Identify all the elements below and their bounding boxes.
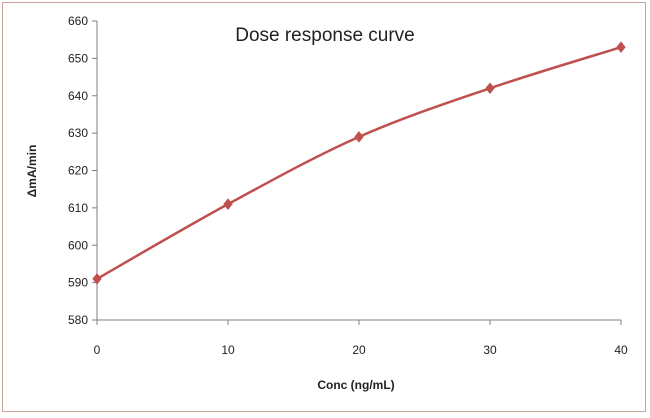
series-line [96, 45, 622, 280]
y-tick-label-650: 650 [68, 51, 88, 65]
x-axis-title: Conc (ng/mL) [317, 378, 394, 392]
y-tick-label-600: 600 [68, 238, 88, 252]
y-tick-label-630: 630 [68, 126, 88, 140]
x-tick-label-40: 40 [614, 343, 628, 357]
chart-title: Dose response curve [235, 25, 415, 46]
data-point-40 [616, 41, 626, 54]
data-point-0 [92, 272, 102, 285]
x-tick-label-20: 20 [352, 343, 366, 357]
data-point-20 [354, 130, 364, 143]
x-axis: 0 10 20 30 40 [94, 319, 628, 357]
y-tick-label-660: 660 [68, 14, 88, 28]
data-point-30 [485, 82, 495, 95]
y-tick-label-590: 590 [68, 276, 88, 290]
dose-response-chart: Dose response curve 580 590 600 610 620 630 64… [25, 14, 628, 392]
data-point-10 [223, 198, 233, 211]
series-layer [92, 41, 626, 285]
y-tick-label-620: 620 [68, 164, 88, 178]
y-tick-label-610: 610 [68, 201, 88, 215]
chart-frame: Dose response curve 580 590 600 610 620 630 64… [2, 2, 646, 412]
x-tick-label-30: 30 [483, 343, 497, 357]
x-tick-label-0: 0 [94, 343, 101, 357]
y-axis-title: ΔmA/min [25, 145, 39, 198]
x-tick-label-10: 10 [221, 343, 235, 357]
y-tick-label-640: 640 [68, 89, 88, 103]
y-tick-label-580: 580 [68, 313, 88, 327]
y-axis: 580 590 600 610 620 630 640 650 660 [68, 14, 98, 327]
